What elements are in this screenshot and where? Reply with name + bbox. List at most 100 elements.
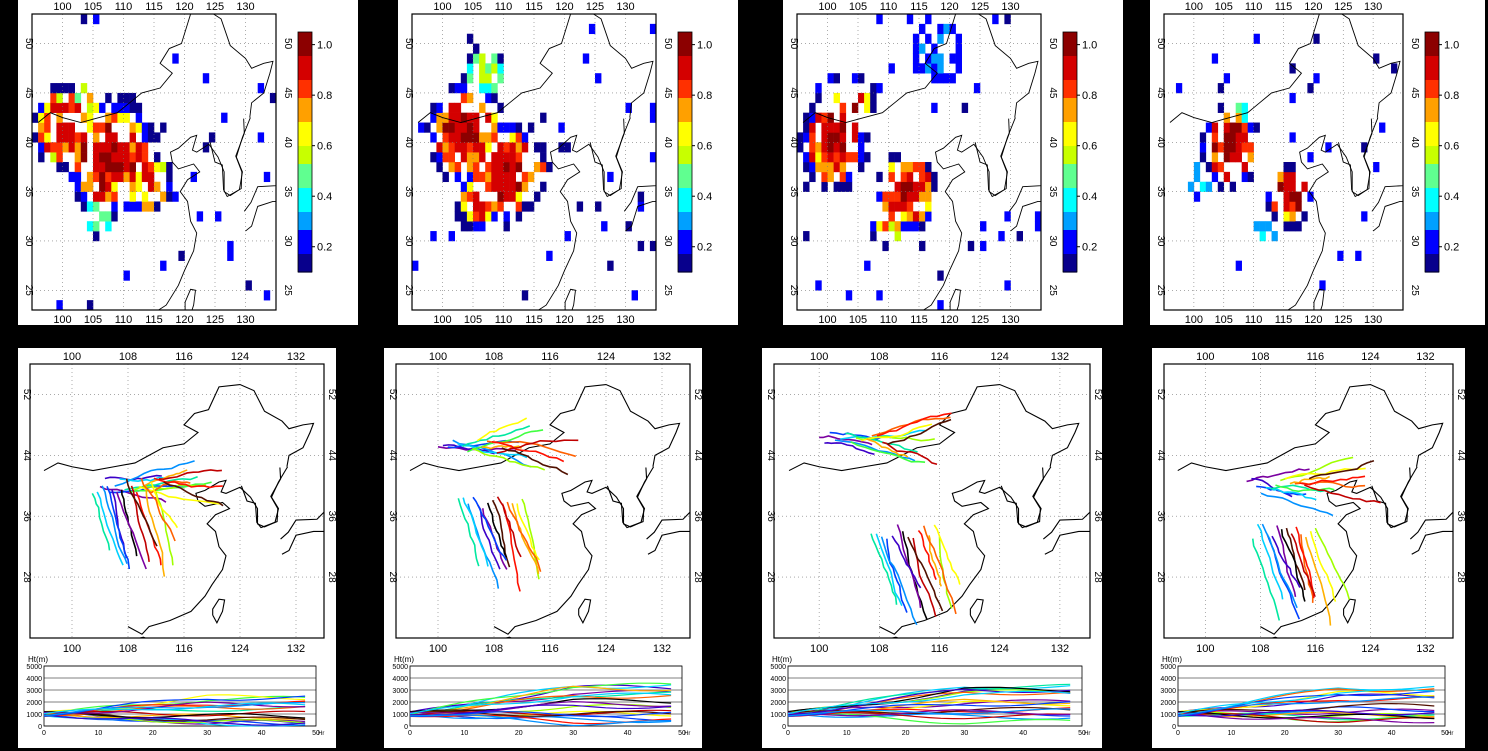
heatmap-cell	[827, 142, 834, 153]
heatmap-cell	[888, 201, 895, 212]
time-axis-unit: Hr	[1084, 731, 1090, 737]
heatmap-cell	[1241, 162, 1248, 173]
heatmap-cell	[1241, 102, 1248, 113]
heatmap-cell	[1247, 122, 1254, 133]
heatmap-cell	[1199, 142, 1207, 153]
heatmap-cell	[466, 132, 474, 143]
lat-tick-label-left: 52	[765, 389, 776, 401]
colorbar-step	[298, 266, 312, 273]
heatmap-cell	[1223, 132, 1231, 143]
lat-tick-label-left: 45	[788, 87, 799, 99]
heatmap-cell	[497, 152, 504, 163]
trajectory-line	[917, 529, 937, 580]
heatmap-cell	[460, 112, 468, 123]
colorbar-step	[298, 200, 312, 207]
lat-tick-label-left: 30	[1155, 235, 1166, 247]
heatmap-cell	[99, 102, 106, 113]
lon-tick-label-bottom: 108	[119, 643, 137, 655]
lat-tick-label-right: 50	[662, 38, 673, 50]
heatmap-cell	[515, 132, 523, 143]
heatmap-cell	[527, 122, 535, 133]
lon-tick-label-top: 120	[175, 1, 193, 13]
height-trace	[43, 701, 306, 717]
heatmap-cell	[1289, 191, 1296, 202]
heatmap-cell	[937, 33, 944, 44]
heatmap-cell	[196, 211, 204, 222]
heatmap-cell	[882, 221, 889, 232]
heatmap-cell	[919, 63, 926, 74]
trajectory-line	[148, 480, 191, 494]
heatmap-cell	[460, 152, 468, 163]
heatmap-cell	[894, 181, 901, 192]
colorbar-step	[678, 218, 692, 225]
heatmap-cell	[111, 142, 118, 153]
heatmap-cell	[906, 211, 914, 222]
trajectory-line	[886, 538, 908, 613]
lon-tick-label-bottom: 130	[1001, 314, 1019, 325]
heatmap-cell	[815, 112, 822, 123]
heatmap-cell	[876, 83, 883, 94]
height-trace	[1177, 696, 1435, 717]
time-tick-label: 40	[258, 730, 266, 737]
heatmap-cell	[497, 181, 504, 192]
heatmap-cell	[821, 152, 828, 163]
heatmap-cell	[864, 260, 871, 271]
heatmap-cell	[208, 132, 216, 143]
lat-tick-label-right: 40	[1409, 137, 1420, 149]
trajectory-line	[1251, 538, 1281, 621]
heatmap-cell	[74, 181, 82, 192]
lon-tick-label-bottom: 125	[1334, 314, 1352, 325]
heatmap-cell	[888, 152, 895, 163]
lon-tick-label-bottom: 116	[1307, 643, 1325, 655]
heatmap-cell	[80, 83, 88, 94]
trajectory-line	[119, 475, 170, 482]
heatmap-cell	[1235, 260, 1242, 271]
heatmap-cell	[117, 162, 124, 173]
heatmap-cell	[894, 221, 901, 232]
heatmap-cell	[68, 122, 75, 133]
colorbar-tick-label: 0.8	[1444, 90, 1459, 102]
trajectory-line	[1285, 527, 1306, 591]
heatmap-cell	[955, 63, 962, 74]
heatmap-cell	[540, 112, 547, 123]
heatmap-cell	[68, 83, 75, 94]
colorbar-step	[1425, 200, 1439, 207]
heatmap-cell	[129, 102, 136, 113]
lat-tick-label-right: 50	[1047, 38, 1058, 50]
heatmap-cell	[845, 152, 853, 163]
heatmap-panel-3: 100 100 105 105 110 110 115 115 120 120 125 125 130 1…	[783, 0, 1123, 325]
lon-tick-label-bottom: 132	[287, 643, 305, 655]
colorbar-step	[1425, 158, 1439, 165]
heatmap-cell	[50, 102, 57, 113]
heatmap-cell	[503, 221, 510, 232]
heatmap-cell	[858, 142, 865, 153]
heatmap-cell	[1211, 53, 1219, 64]
heatmap-cell	[906, 201, 914, 212]
heatmap-cell	[1289, 181, 1296, 192]
lon-tick-label-top: 124	[1361, 351, 1379, 363]
time-tick-label: 40	[1019, 730, 1027, 737]
height-trace	[409, 714, 672, 727]
coastline	[1177, 383, 1453, 638]
heatmap-cell	[925, 33, 932, 44]
trajectory-line	[1261, 523, 1298, 609]
colorbar-step	[678, 206, 692, 213]
heatmap-cell	[1289, 171, 1296, 183]
colorbar-step	[678, 254, 692, 261]
heatmap-cell	[105, 162, 112, 173]
lon-tick-label-bottom: 105	[464, 314, 482, 325]
heatmap-cell	[466, 63, 474, 74]
lat-tick-label-left: 45	[403, 87, 414, 99]
heatmap-cell	[135, 152, 143, 163]
lon-tick-label-bottom: 115	[1275, 314, 1293, 325]
heatmap-cell	[491, 63, 498, 74]
heatmap-cell	[129, 181, 136, 192]
heatmap-cell	[111, 191, 118, 202]
trajectory-lines	[819, 412, 961, 626]
heatmap-cell	[99, 122, 106, 133]
heatmap-cell	[1301, 211, 1308, 222]
heatmap-cell	[111, 211, 118, 222]
time-tick-label: 0	[408, 730, 412, 737]
colorbar-step	[1425, 128, 1439, 135]
heatmap-cell	[80, 181, 88, 192]
